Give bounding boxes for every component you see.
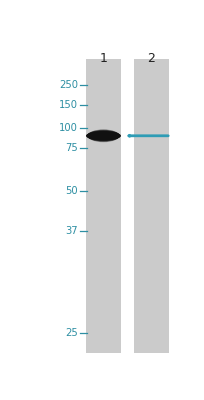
Text: 100: 100 (59, 123, 78, 133)
Ellipse shape (86, 131, 120, 140)
Text: 50: 50 (65, 186, 78, 196)
Bar (133, 59, 168, 353)
Ellipse shape (87, 129, 119, 142)
Ellipse shape (87, 130, 119, 142)
Text: 250: 250 (59, 80, 78, 90)
Ellipse shape (86, 132, 120, 140)
Text: 2: 2 (146, 52, 154, 65)
Text: 150: 150 (59, 100, 78, 110)
Bar (86, 59, 120, 353)
Text: 37: 37 (65, 226, 78, 236)
Text: 1: 1 (99, 52, 107, 65)
Text: 75: 75 (65, 143, 78, 153)
Ellipse shape (87, 130, 119, 141)
Ellipse shape (86, 131, 120, 141)
Text: 25: 25 (65, 328, 78, 338)
